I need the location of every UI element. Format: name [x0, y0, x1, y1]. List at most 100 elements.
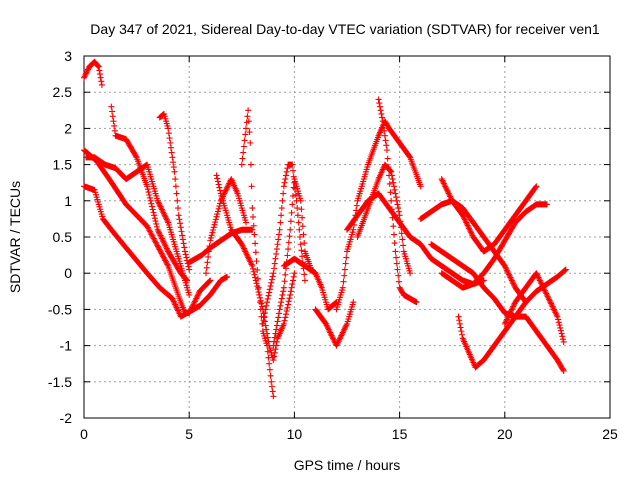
data-point — [381, 127, 388, 134]
data-point — [395, 205, 402, 212]
data-point — [392, 190, 399, 197]
data-point — [339, 331, 346, 338]
data-point — [301, 277, 308, 284]
data-point — [388, 197, 395, 204]
data-point — [543, 290, 550, 297]
data-point — [95, 63, 102, 70]
data-point — [260, 317, 267, 324]
data-point — [156, 229, 163, 236]
data-point — [289, 167, 296, 174]
data-point — [332, 300, 339, 307]
data-point — [270, 342, 277, 349]
data-point — [245, 107, 252, 114]
data-point — [301, 240, 308, 247]
data-point — [276, 306, 283, 313]
data-point — [224, 183, 231, 190]
data-point — [210, 227, 217, 234]
data-point — [381, 132, 388, 139]
data-point — [245, 255, 252, 262]
data-point — [289, 201, 296, 208]
data-point — [391, 240, 398, 247]
data-point — [393, 260, 400, 267]
data-point — [550, 306, 557, 313]
y-tick-label: 2 — [64, 120, 72, 136]
data-point — [146, 194, 153, 201]
data-point — [194, 292, 201, 299]
data-point — [505, 270, 512, 277]
data-point — [269, 388, 276, 395]
data-point — [274, 241, 281, 248]
data-point — [298, 247, 305, 254]
data-point — [376, 100, 383, 107]
data-point — [180, 240, 187, 247]
data-point — [554, 313, 561, 320]
data-point — [509, 278, 516, 285]
data-point — [508, 306, 515, 313]
data-point — [158, 235, 165, 242]
data-point — [280, 183, 287, 190]
data-point — [555, 319, 562, 326]
data-point — [204, 259, 211, 266]
data-point — [558, 330, 565, 337]
data-point — [186, 291, 193, 298]
data-point — [277, 219, 284, 226]
data-point — [275, 314, 282, 321]
data-point — [162, 242, 169, 249]
y-tick-label: -0.5 — [48, 301, 72, 317]
data-point — [167, 139, 174, 146]
data-point — [97, 74, 104, 81]
data-point — [280, 288, 287, 295]
data-point — [193, 295, 200, 302]
data-point — [250, 213, 257, 220]
data-point — [443, 186, 450, 193]
data-point — [390, 231, 397, 238]
data-point — [268, 279, 275, 286]
data-point — [541, 287, 548, 294]
data-point — [239, 155, 246, 162]
series-track-23 — [438, 176, 540, 255]
data-point — [438, 176, 445, 183]
data-point — [379, 114, 386, 121]
y-tick-label: 1 — [64, 193, 72, 209]
data-point — [456, 317, 463, 324]
data-point — [177, 220, 184, 227]
data-point — [297, 197, 304, 204]
data-point — [95, 63, 102, 70]
data-point — [167, 144, 174, 151]
data-point — [193, 294, 200, 301]
data-point — [215, 181, 222, 188]
data-point — [271, 260, 278, 267]
data-point — [183, 276, 190, 283]
series-track-17 — [375, 96, 420, 306]
y-axis-label: SDTVAR / TECUs — [7, 181, 23, 293]
data-point — [506, 271, 513, 278]
data-point — [300, 231, 307, 238]
series-track-21 — [428, 241, 567, 374]
data-point — [378, 110, 385, 117]
data-point — [283, 308, 290, 315]
data-point — [247, 139, 254, 146]
data-point — [444, 189, 451, 196]
data-point — [338, 332, 345, 339]
data-point — [466, 225, 473, 232]
data-point — [181, 248, 188, 255]
data-point — [174, 205, 181, 212]
data-point — [222, 187, 229, 194]
x-tick-label: 10 — [287, 426, 303, 442]
series-track-07 — [186, 226, 256, 266]
data-point — [395, 272, 402, 279]
data-point — [278, 205, 285, 212]
x-tick-label: 15 — [392, 426, 408, 442]
data-point — [144, 183, 151, 190]
data-point — [417, 183, 424, 190]
data-point — [84, 67, 91, 74]
data-point — [185, 263, 192, 270]
data-point — [467, 228, 474, 235]
data-point — [341, 325, 348, 332]
data-point — [301, 271, 308, 278]
axis-ticks — [83, 55, 611, 419]
data-point — [271, 353, 278, 360]
data-point — [98, 78, 105, 85]
data-point — [186, 266, 193, 273]
